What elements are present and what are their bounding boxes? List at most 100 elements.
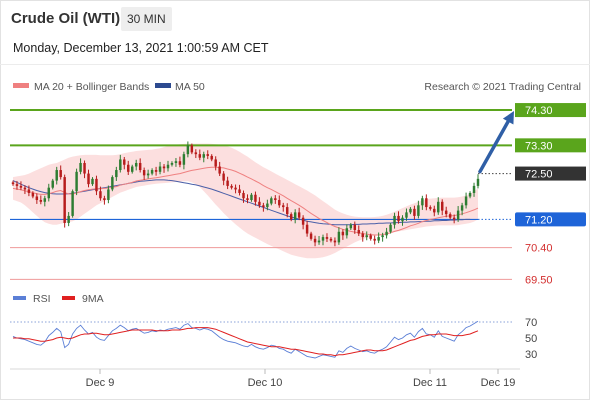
candle-body (242, 192, 245, 199)
resistance-label-74.30: 74.30 (525, 105, 553, 117)
candle-body (373, 238, 376, 241)
candle-body (190, 145, 194, 153)
candle-body (146, 173, 150, 176)
candle-body (123, 159, 126, 165)
candle-body (158, 166, 162, 172)
x-tick-label: Dec 19 (481, 377, 516, 389)
candle-body (349, 224, 353, 229)
candle-body (99, 191, 102, 199)
rsi-legend-label: RSI (33, 293, 51, 305)
candle-body (67, 215, 70, 223)
ma20-line (12, 166, 479, 236)
candle-body (51, 180, 54, 188)
pivot-tag (515, 212, 586, 227)
timestamp: Monday, December 13, 2021 1:00:59 AM CET (13, 41, 269, 55)
candle-body (425, 198, 428, 208)
candle-body (83, 162, 86, 174)
candle-body (369, 235, 372, 239)
candle-body (468, 192, 472, 197)
candle-body (337, 231, 341, 243)
candle-body (79, 162, 82, 172)
ma20-legend-label: MA 20 + Bollinger Bands (34, 81, 149, 93)
candle-body (448, 214, 452, 218)
rsi-legend: RSI 9MA (13, 293, 104, 305)
candle-body (429, 207, 432, 209)
candle-body (393, 215, 396, 225)
timeframe-badge[interactable]: 30 MIN (121, 7, 172, 31)
candle-body (186, 145, 190, 155)
support-label-69.50: 69.50 (525, 274, 553, 286)
candle-body (71, 191, 74, 216)
candle-body (91, 178, 94, 185)
candle-body (182, 154, 186, 165)
candle-body (258, 201, 261, 206)
candle-body (63, 177, 66, 223)
candle-body (31, 192, 35, 197)
candle-body (11, 182, 15, 185)
projection-arrow-shaft (478, 119, 510, 174)
candle-body (333, 240, 337, 243)
ma50-legend-label: MA 50 (175, 81, 205, 93)
last-price-label: 72.50 (525, 169, 553, 181)
candle-body (365, 235, 368, 238)
candle-body (361, 233, 364, 238)
candle-body (95, 178, 98, 192)
resistance-tag-73.30 (515, 138, 586, 153)
rsi-tick-label: 50 (525, 333, 537, 345)
resistance-tag-74.30 (515, 103, 586, 118)
candle-body (289, 214, 293, 220)
candle-body (262, 205, 265, 208)
candle-body (238, 189, 241, 193)
candle-body (142, 170, 146, 176)
candle-body (297, 212, 301, 218)
candle-body (409, 208, 412, 213)
candle-body (250, 194, 253, 201)
candle-body (35, 196, 39, 201)
candle-body (385, 231, 388, 236)
candle-body (254, 194, 257, 202)
candle-body (43, 198, 47, 202)
candle-body (202, 154, 205, 158)
candle-body (389, 224, 392, 232)
candle-body (198, 154, 202, 158)
candle-body (170, 162, 174, 165)
candle-body (421, 198, 424, 206)
header-divider (0, 64, 590, 65)
candle-body (39, 200, 43, 202)
candle-body (377, 237, 380, 241)
pivot-label: 71.20 (525, 214, 553, 226)
candle-body (127, 164, 130, 172)
candle-body (286, 207, 289, 215)
candle-body (321, 237, 325, 241)
candle-body (266, 203, 269, 208)
candle-body (476, 178, 480, 186)
candle-body (162, 166, 166, 169)
candle-body (353, 224, 357, 231)
candle-body (111, 177, 114, 190)
rsi-tick-label: 30 (525, 349, 537, 361)
candle-body (234, 187, 237, 190)
candle-body (437, 201, 440, 213)
candle-body (154, 170, 158, 172)
candle-body (178, 161, 182, 165)
rsi-panel: 70 50 30 (10, 317, 537, 361)
candle-body (270, 198, 273, 204)
candle-body (282, 205, 285, 208)
candle-body (464, 196, 468, 206)
projection-arrow-layer (478, 111, 514, 174)
last-price-tag (515, 166, 586, 181)
candle-body (417, 205, 420, 216)
ma9-legend-swatch (62, 296, 75, 300)
x-tick-label: Dec 9 (86, 377, 115, 389)
candle-body (15, 184, 19, 186)
candle-body (345, 228, 349, 236)
candle-body (107, 189, 110, 201)
candle-body (166, 164, 170, 169)
candle-body (19, 185, 23, 188)
candle-body (456, 210, 460, 220)
rsi-legend-swatch (13, 296, 26, 300)
candle-body (134, 162, 138, 167)
candle-body (341, 231, 345, 236)
candle-body (405, 212, 408, 218)
